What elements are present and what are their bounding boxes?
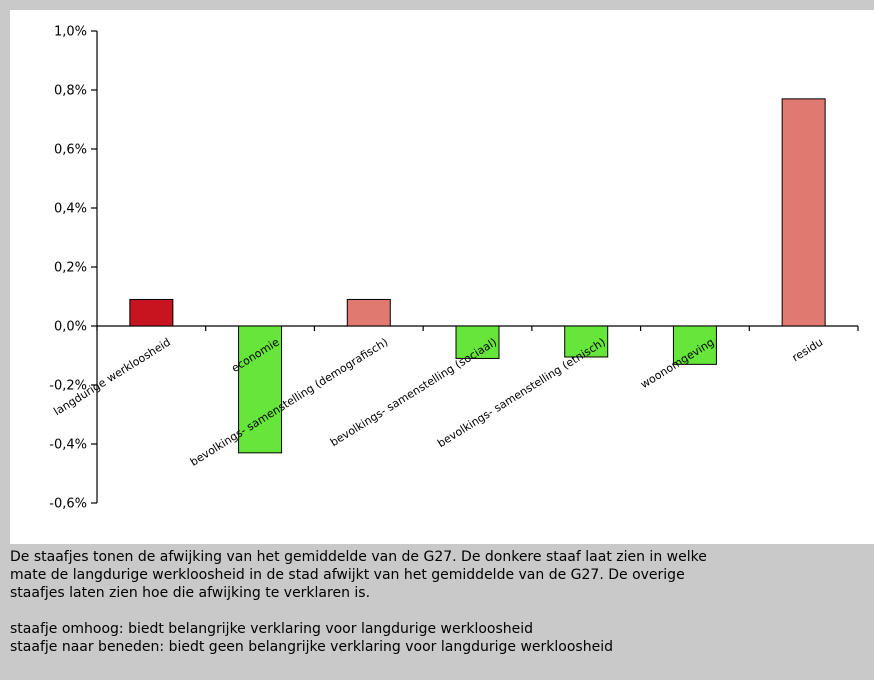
y-tick-label: 0,0% bbox=[54, 320, 87, 335]
y-tick-label: 0,4% bbox=[54, 202, 87, 217]
x-category-label: bevolkings- samenstelling (sociaal) bbox=[328, 336, 499, 450]
x-category-label: bevolkings- samenstelling (demografisch) bbox=[188, 336, 391, 469]
y-tick-label: -0,4% bbox=[49, 438, 87, 453]
y-tick-label: 0,8% bbox=[54, 84, 87, 99]
x-category-label: residu bbox=[790, 336, 826, 365]
bar bbox=[455, 325, 500, 359]
bar bbox=[781, 98, 826, 327]
y-tick-label: -0,2% bbox=[49, 379, 87, 394]
bar bbox=[129, 298, 174, 327]
x-category-label: langdurige werkloosheid bbox=[51, 336, 173, 419]
bar bbox=[346, 298, 391, 327]
bar bbox=[672, 325, 717, 365]
y-tick-label: 0,2% bbox=[54, 261, 87, 276]
y-tick-label: 0,6% bbox=[54, 143, 87, 158]
chart-panel: 1,0% 0,8% 0,6% 0,4% 0,2% 0,0% -0,2% -0,4% -0,6% l… bbox=[10, 10, 874, 544]
bar bbox=[238, 325, 283, 454]
chart-caption: De staafjes tonen de afwijking van het g… bbox=[10, 548, 870, 656]
bar-chart: 1,0% 0,8% 0,6% 0,4% 0,2% 0,0% -0,2% -0,4% -0,6% l… bbox=[49, 25, 859, 512]
caption-line-up: staafje omhoog: biedt belangrijke verkla… bbox=[10, 621, 534, 637]
caption-paragraph: De staafjes tonen de afwijking van het g… bbox=[10, 549, 707, 601]
caption-line-down: staafje naar beneden: biedt geen belangr… bbox=[10, 639, 613, 655]
bar bbox=[564, 325, 609, 358]
y-tick-label: 1,0% bbox=[54, 25, 87, 40]
y-tick-label: -0,6% bbox=[49, 497, 87, 512]
